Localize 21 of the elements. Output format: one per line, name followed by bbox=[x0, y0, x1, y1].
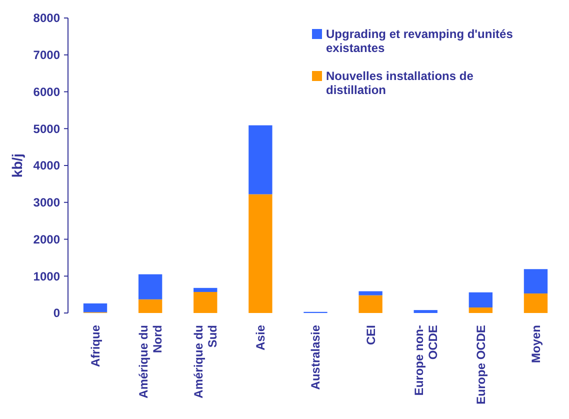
y-tick-label: 7000 bbox=[33, 48, 60, 62]
x-tick-label: Moyen bbox=[528, 325, 543, 364]
y-tick-label: 1000 bbox=[33, 269, 60, 284]
x-tick-label: Amérique du Nord bbox=[136, 325, 165, 398]
y-tick-label: 2000 bbox=[33, 232, 60, 246]
y-tick-label: 6000 bbox=[33, 84, 60, 99]
x-tick-label: Europe OCDE bbox=[474, 325, 488, 404]
legend-label: Nouvelles installations de distillation bbox=[326, 69, 474, 97]
x-tick-label: Afrique bbox=[88, 324, 102, 367]
legend-label: Upgrading et revamping d'unités existantes bbox=[326, 27, 514, 55]
y-tick-label: 5000 bbox=[33, 122, 60, 136]
y-tick-label: 3000 bbox=[33, 196, 60, 210]
x-tick-label: Australasie bbox=[308, 324, 323, 390]
y-axis-title: kb/j bbox=[9, 153, 25, 178]
y-tick-label: 8000 bbox=[33, 11, 60, 26]
y-tick-label: 4000 bbox=[33, 158, 60, 173]
y-tick-label: 0 bbox=[53, 306, 60, 320]
x-tick-label: Europe non-OCDE bbox=[412, 325, 440, 396]
x-tick-label: Amérique du Sud bbox=[192, 325, 220, 398]
x-tick-label: CEI bbox=[364, 325, 378, 346]
x-tick-label: Asie bbox=[254, 324, 268, 350]
